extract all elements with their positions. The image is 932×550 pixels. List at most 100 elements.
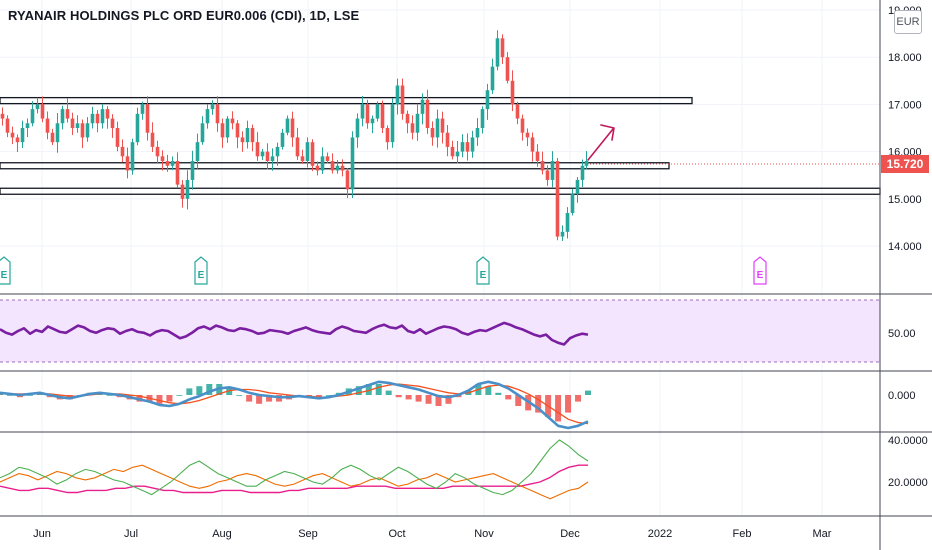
candle-body: [70, 118, 75, 128]
rsi-band: [0, 300, 880, 362]
candle-body: [180, 184, 185, 199]
macd-histogram-bar: [435, 395, 442, 406]
candle-body: [30, 109, 35, 124]
earnings-badge: [476, 256, 490, 285]
candle-body: [400, 85, 405, 114]
macd-histogram-bar: [156, 395, 163, 404]
macd-histogram-bar: [375, 384, 382, 395]
candle-body: [275, 146, 280, 157]
macd-histogram-bar: [246, 395, 253, 402]
earnings-badge: [0, 256, 11, 285]
price-tick-label-1: 15.000: [888, 194, 922, 206]
candle-body: [25, 123, 30, 128]
candle-body: [5, 118, 10, 133]
adx-line: [0, 464, 588, 494]
rsi-level-label: 50.00: [888, 328, 916, 340]
candle-body: [390, 104, 395, 143]
candle-body: [255, 142, 260, 157]
macd-pane: [0, 380, 591, 430]
macd-zero-label: 0.000: [888, 390, 916, 402]
candle-body: [265, 151, 270, 162]
macd-histogram-bar: [325, 395, 332, 396]
time-label-8: Feb: [733, 528, 752, 540]
candle-body: [560, 231, 565, 237]
candle-body: [335, 165, 340, 171]
time-label-4: Oct: [388, 528, 405, 540]
macd-histogram-bar: [505, 395, 512, 400]
candle-body: [525, 132, 530, 138]
candle-body: [115, 128, 120, 147]
dmi-axis-labels: 40.0000 20.0000: [888, 435, 928, 489]
candle-body: [100, 109, 105, 124]
candle-body: [370, 118, 375, 124]
earnings-letter: E: [1, 270, 8, 281]
trend-arrow-drawing[interactable]: [587, 124, 615, 161]
candle-body: [15, 137, 20, 143]
candle-body: [365, 104, 370, 124]
time-label-7: 2022: [648, 528, 672, 540]
candle-body: [575, 179, 580, 195]
macd-histogram-bar: [555, 395, 562, 422]
candle-body: [375, 104, 380, 119]
macd-histogram-bar: [565, 395, 572, 413]
dmi-label-20: 20.0000: [888, 477, 928, 489]
candle-body: [65, 109, 70, 119]
candle-body: [175, 161, 180, 185]
candle-body: [245, 128, 250, 143]
macd-histogram-bar: [585, 390, 591, 395]
candle-body: [130, 142, 135, 171]
macd-histogram-bar: [365, 384, 372, 395]
time-axis[interactable]: Jun Jul Aug Sep Oct Nov Dec 2022 Feb Mar: [33, 528, 832, 540]
candle-body: [430, 128, 435, 138]
macd-histogram-bar: [106, 395, 113, 396]
candle-body: [170, 161, 175, 166]
candle-body: [250, 128, 255, 143]
candle-body: [415, 113, 420, 133]
candle-body: [570, 194, 575, 213]
candle-body: [565, 212, 570, 232]
candle-body: [475, 128, 480, 138]
dmi-pane: [0, 439, 589, 500]
candle-body: [45, 118, 50, 133]
candle-body: [515, 104, 520, 119]
candle-body: [195, 142, 200, 162]
candle-body: [35, 104, 40, 110]
candlestick-series: [0, 30, 589, 242]
candle-body: [190, 161, 195, 180]
macd-histogram-bar: [445, 395, 452, 404]
candle-body: [470, 137, 475, 152]
candle-body: [405, 113, 410, 124]
candle-body: [165, 161, 170, 166]
macd-histogram-bar: [6, 395, 13, 396]
time-label-5: Nov: [474, 528, 494, 540]
macd-axis-label: 0.000: [888, 390, 916, 402]
macd-signal-line: [0, 383, 589, 425]
minus-di-line: [0, 464, 589, 500]
candle-body: [450, 146, 455, 157]
candle-body: [60, 109, 65, 124]
candle-body: [295, 137, 300, 157]
macd-histogram-bar: [166, 395, 173, 402]
macd-histogram-bar: [196, 386, 203, 395]
candle-body: [300, 156, 305, 162]
candle-body: [545, 170, 550, 180]
time-label-9: Mar: [813, 528, 832, 540]
time-label-3: Sep: [298, 528, 318, 540]
macd-histogram-bar: [495, 392, 502, 395]
candle-body: [540, 161, 545, 171]
macd-histogram-bar: [485, 386, 492, 395]
macd-histogram-bar: [26, 395, 33, 396]
candle-body: [410, 123, 415, 133]
candle-body: [230, 118, 235, 124]
candle-body: [185, 179, 190, 199]
candle-body: [500, 38, 505, 58]
time-label-0: Jun: [33, 528, 51, 540]
candle-body: [510, 80, 515, 105]
currency-button[interactable]: EUR: [894, 10, 922, 34]
macd-histogram-bar: [256, 395, 263, 404]
level-band-2: [0, 187, 881, 195]
candle-body: [135, 113, 140, 143]
